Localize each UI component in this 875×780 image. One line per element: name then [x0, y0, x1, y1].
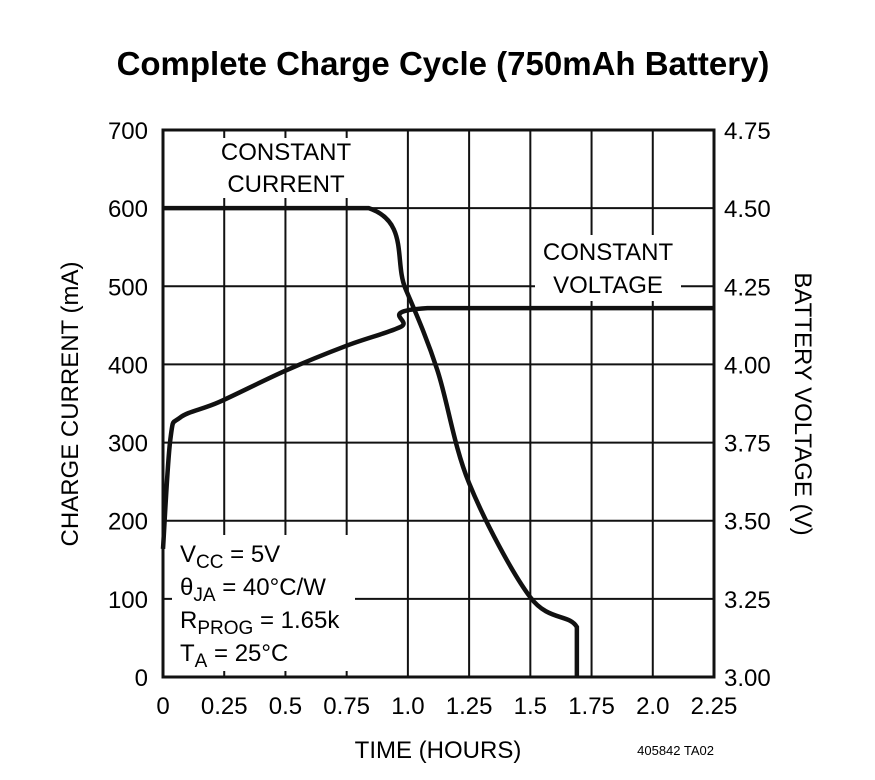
y-tick-label: 0 [135, 665, 148, 692]
label-background [172, 535, 355, 671]
y-tick-label: 200 [108, 509, 148, 536]
y2-tick-label: 3.00 [724, 665, 771, 692]
y2-tick-label: 3.50 [724, 509, 771, 536]
series-charge-current-line [163, 205, 580, 677]
y-tick-label: 500 [108, 274, 148, 301]
x-tick-label: 0.75 [323, 693, 370, 720]
y-tick-label: 400 [108, 352, 148, 379]
y-tick-label: 100 [108, 587, 148, 614]
plot-frame [161, 128, 716, 679]
condition-vcc: VCC = 5V [180, 541, 280, 573]
chart-title: Complete Charge Cycle (750mAh Battery) [117, 45, 770, 82]
y2-tick-label: 4.25 [724, 274, 771, 301]
label-background [535, 235, 681, 301]
x-tick-label: 0 [156, 693, 169, 720]
y-tick-label: 600 [108, 196, 148, 223]
x-tick-label: 2.0 [636, 693, 669, 720]
x-tick-label: 1.5 [514, 693, 547, 720]
x-axis-label: TIME (HOURS) [355, 737, 522, 764]
x-tick-label: 1.75 [568, 693, 615, 720]
y-tick-label: 300 [108, 431, 148, 458]
y2-tick-label: 4.75 [724, 118, 771, 145]
figure-id: 405842 TA02 [637, 743, 714, 758]
x-tick-label: 1.25 [446, 693, 493, 720]
x-tick-label: 1.0 [391, 693, 424, 720]
constant-current-line1: CONSTANT [221, 139, 352, 166]
constant-current-line2: CURRENT [227, 171, 345, 198]
series-battery-voltage-line [160, 305, 714, 549]
condition-theta-ja: θJA = 40°C/W [180, 574, 326, 606]
y2-tick-label: 3.25 [724, 587, 771, 614]
y2-tick-label: 4.00 [724, 352, 771, 379]
x-tick-label: 0.25 [201, 693, 248, 720]
conditions-box: VCC = 5V θJA = 40°C/W RPROG = 1.65k TA =… [180, 541, 340, 672]
condition-ta: TA = 25°C [180, 640, 288, 672]
y2-tick-label: 4.50 [724, 196, 771, 223]
y-tick-label: 700 [108, 118, 148, 145]
label-background [215, 138, 357, 198]
constant-voltage-line1: CONSTANT [543, 239, 674, 266]
constant-voltage-line2: VOLTAGE [553, 272, 663, 299]
condition-rprog: RPROG = 1.65k [180, 607, 340, 639]
x-tick-label: 0.5 [269, 693, 302, 720]
x-tick-label: 2.25 [691, 693, 738, 720]
y2-axis-label: BATTERY VOLTAGE (V) [789, 272, 816, 535]
constant-voltage-label: CONSTANT VOLTAGE [543, 239, 674, 299]
y2-tick-label: 3.75 [724, 431, 771, 458]
y-axis-label: CHARGE CURRENT (mA) [57, 262, 84, 547]
constant-current-label: CONSTANT CURRENT [221, 139, 352, 198]
